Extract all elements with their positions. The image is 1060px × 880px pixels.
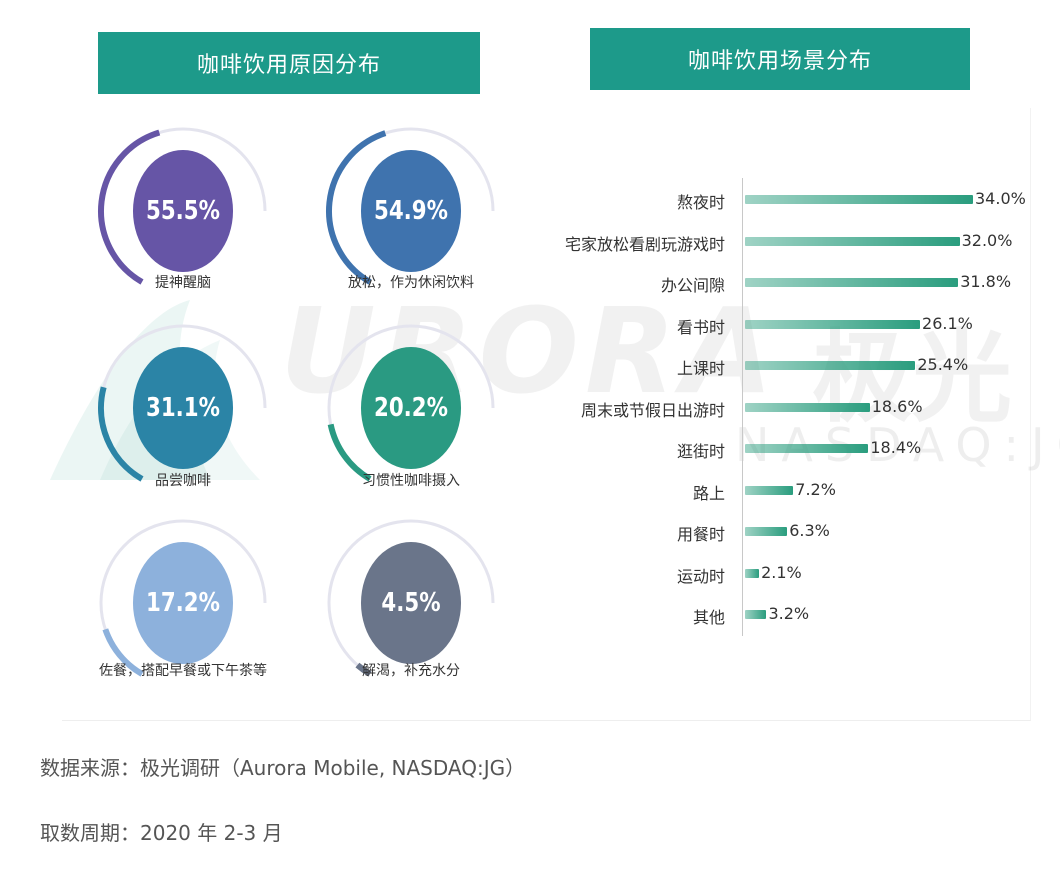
bar-mark	[745, 568, 760, 578]
bar-mark	[745, 485, 794, 495]
gauge-track	[327, 519, 495, 676]
bar-value-label: 7.2%	[795, 479, 836, 499]
gauge-4: 20.2%	[318, 315, 504, 501]
data-source-note: 数据来源：极光调研（Aurora Mobile, NASDAQ:JG）	[40, 756, 526, 780]
bar-value-label: 18.4%	[870, 438, 922, 457]
gauge-progress-arc	[98, 386, 144, 482]
bar-mark	[745, 278, 959, 287]
scenes-chart-header: 咖啡饮用场景分布	[590, 28, 970, 90]
gauge-arc-svg	[326, 127, 495, 285]
bar-category-label: 宅家放松看剧玩游戏时	[564, 234, 725, 254]
bar-value-label: 34.0%	[975, 189, 1026, 208]
bar-category-label: 周末或节假日出游时	[580, 400, 725, 420]
gauge-category-label: 佐餐，搭配早餐或下午茶等	[99, 663, 267, 679]
gauge-arc-svg	[327, 324, 495, 482]
bar-value-label: 3.2%	[768, 604, 810, 623]
bar-mark	[745, 236, 960, 246]
gauge-arc-svg	[98, 324, 267, 482]
bar-mark	[745, 444, 869, 453]
gauge-category-label: 解渴，补充水分	[362, 663, 460, 679]
chart-panel-frame	[62, 108, 1031, 721]
gauge-progress-arc	[327, 423, 372, 482]
gauge-value-label: 55.5%	[132, 150, 234, 272]
gauge-value-label: 54.9%	[360, 150, 462, 272]
gauge-5: 17.2%	[90, 510, 276, 696]
gauge-3: 31.1%	[90, 315, 276, 501]
gauge-value-label: 20.2%	[360, 347, 462, 469]
reasons-chart-header: 咖啡饮用原因分布	[98, 32, 480, 94]
gauge-progress-arc	[326, 130, 387, 285]
gauge-category-label: 习惯性咖啡摄入	[362, 473, 460, 489]
bar-category-label: 上课时	[676, 359, 725, 378]
bar-category-label: 路上	[692, 483, 725, 503]
gauge-value-label: 4.5%	[360, 542, 462, 664]
gauge-progress-arc	[102, 628, 144, 677]
bar-category-label: 熬夜时	[676, 193, 725, 212]
gauge-category-label: 品尝咖啡	[155, 473, 211, 489]
bar-category-label: 逛街时	[676, 442, 725, 461]
bar-mark	[745, 319, 921, 329]
bar-category-label: 其他	[692, 608, 725, 627]
bar-mark	[745, 195, 973, 204]
bar-mark	[745, 402, 870, 412]
bar-value-label: 32.0%	[961, 230, 1013, 250]
data-period-note: 取数周期：2020 年 2-3 月	[40, 821, 283, 845]
gauge-2: 54.9%	[318, 118, 504, 304]
gauge-category-label: 提神醒脑	[155, 275, 211, 291]
bar-category-label: 用餐时	[676, 525, 725, 544]
gauge-arc-svg	[99, 519, 267, 677]
gauge-1: 55.5%	[90, 118, 276, 304]
bar-value-label: 31.8%	[960, 272, 1012, 291]
bar-mark	[745, 610, 767, 619]
bar-value-label: 6.3%	[789, 521, 830, 540]
bar-category-label: 运动时	[676, 566, 725, 586]
gauge-value-label: 17.2%	[132, 542, 234, 664]
gauge-6: 4.5%	[318, 510, 504, 696]
bar-category-label: 看书时	[676, 317, 725, 337]
gauge-arc-svg	[98, 127, 267, 285]
gauge-value-label: 31.1%	[132, 347, 234, 469]
bar-value-label: 18.6%	[871, 396, 923, 416]
bar-value-label: 25.4%	[917, 355, 969, 374]
bar-chart-axis-line	[742, 178, 743, 636]
bar-mark	[745, 361, 916, 370]
gauge-category-label: 放松，作为休闲饮料	[348, 275, 474, 291]
gauge-progress-arc	[98, 129, 161, 285]
bar-value-label: 2.1%	[761, 562, 802, 582]
watermark-cn-text: 极光	[812, 319, 1012, 436]
bar-value-label: 26.1%	[922, 313, 973, 333]
bar-mark	[745, 527, 788, 536]
gauge-arc-svg	[327, 519, 495, 677]
bar-category-label: 办公间隙	[660, 276, 725, 295]
gauge-progress-arc	[355, 662, 372, 677]
